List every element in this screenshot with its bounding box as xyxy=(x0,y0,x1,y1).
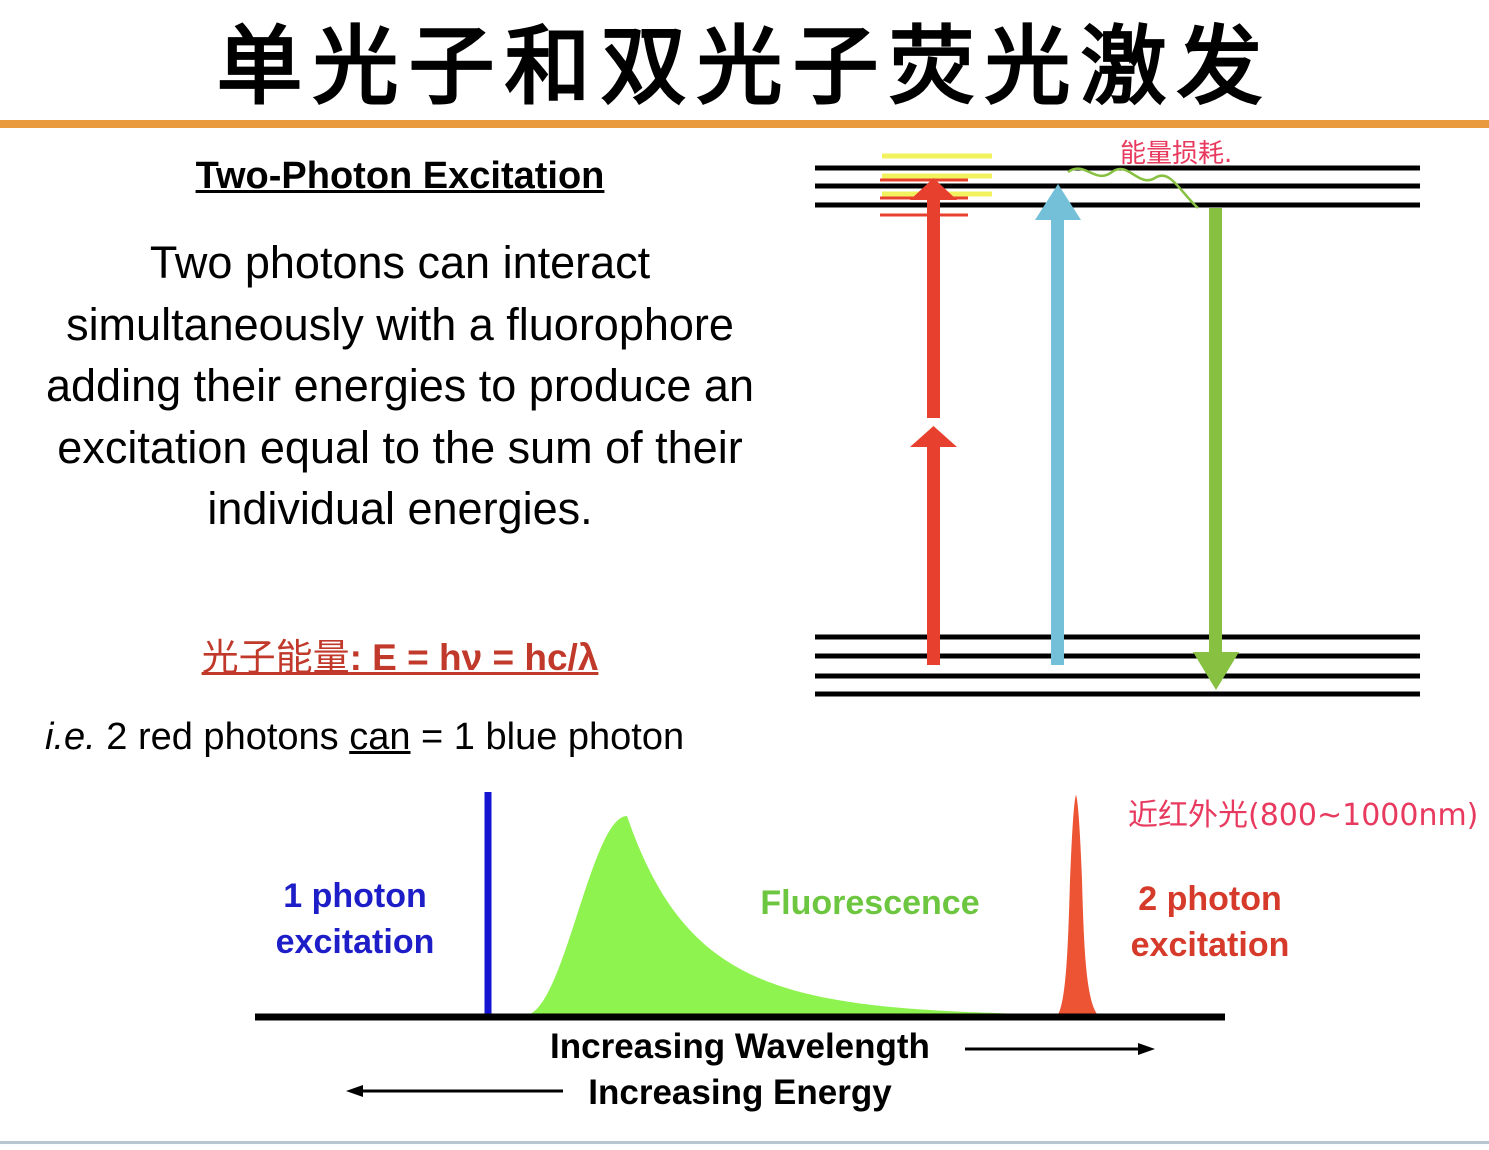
page-title: 单光子和双光子荧光激发 xyxy=(216,16,1273,117)
energy-loss-note: 能量损耗. xyxy=(1120,139,1232,169)
formula-chinese-label: 光子能量 xyxy=(201,637,350,678)
excited-state-levels xyxy=(815,165,1420,208)
formula-equation: : E = hν = hc/λ xyxy=(349,637,599,678)
fluorescence-label: Fluorescence xyxy=(760,884,980,922)
section-heading: Two-Photon Excitation xyxy=(195,155,605,197)
one-photon-label: 1 photon excitation xyxy=(275,877,435,961)
bottom-divider xyxy=(0,1141,1489,1144)
red-photon-arrow-upper xyxy=(910,178,957,418)
ie-underlined-word: can xyxy=(349,716,411,758)
two-photon-excitation-peak xyxy=(1055,795,1102,1018)
red-photon-arrow-lower xyxy=(910,426,957,665)
ground-state-levels xyxy=(815,634,1420,697)
two-photon-label: 2 photon excitation xyxy=(1130,880,1290,964)
x-axis-label-energy: Increasing Energy xyxy=(588,1073,892,1112)
energy-loss-squiggle xyxy=(1067,167,1199,209)
blue-photon-arrow xyxy=(1035,184,1081,665)
fluorescence-band xyxy=(522,816,1005,1016)
title-divider xyxy=(0,120,1489,128)
body-paragraph: Two photons can interact simultaneously … xyxy=(45,237,754,534)
green-emission-arrow xyxy=(1193,208,1239,690)
ie-post-text: = 1 blue photon xyxy=(410,716,685,758)
energy-arrow xyxy=(346,1085,563,1097)
ie-abbrev: i.e. xyxy=(45,716,96,758)
near-infrared-note: 近红外光(800~1000nm) xyxy=(1128,798,1478,833)
x-axis-label: Increasing Wavelength xyxy=(550,1027,930,1066)
photon-energy-formula: 光子能量: E = hν = hc/λ xyxy=(100,627,700,681)
example-sentence: i.e. 2 red photons can = 1 blue photon xyxy=(45,716,684,759)
ie-pre-text: 2 red photons xyxy=(95,716,350,758)
wavelength-arrow xyxy=(965,1043,1155,1055)
